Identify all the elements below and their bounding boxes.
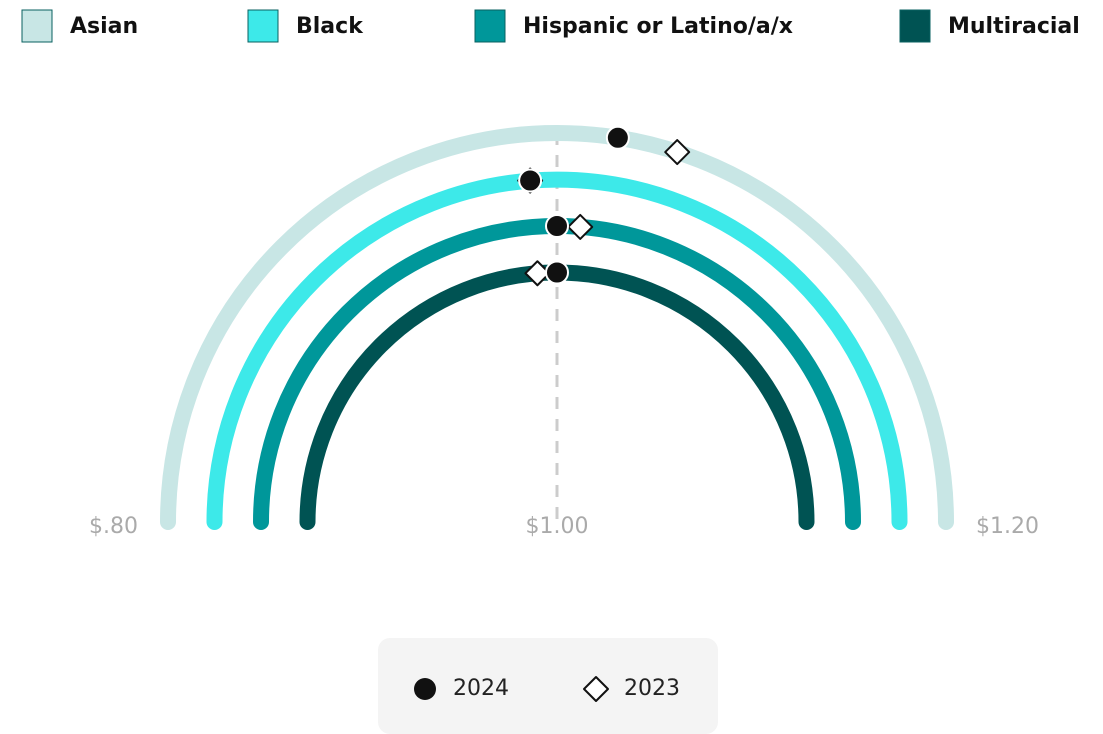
legend-label: Black [296,14,364,39]
tick-label: $1.20 [976,514,1039,539]
arc-track [160,125,954,530]
legend-swatch [247,9,279,43]
tick-label: $1.00 [526,514,589,539]
marker-2023 [567,213,594,240]
marker-2023 [664,139,691,166]
legend-swatch [21,9,53,43]
legend-label: Multiracial [948,14,1080,39]
legend-label: Asian [70,14,138,39]
marker-2023 [524,260,551,287]
marker-2024 [605,125,630,150]
legend-swatch [899,9,931,43]
marker-2024 [545,214,569,238]
year-legend-box [378,638,718,734]
tick-label: $.80 [89,514,138,539]
legend-marker [583,676,609,702]
legend-marker [414,678,436,700]
legend-year: 2024 [453,676,509,701]
legend-year: 2023 [624,676,680,701]
legend-swatch [474,9,506,43]
arc-track [206,171,908,530]
marker-2024 [518,168,543,193]
legend-label: Hispanic or Latino/a/x [523,14,793,39]
marker-2024 [545,260,569,285]
